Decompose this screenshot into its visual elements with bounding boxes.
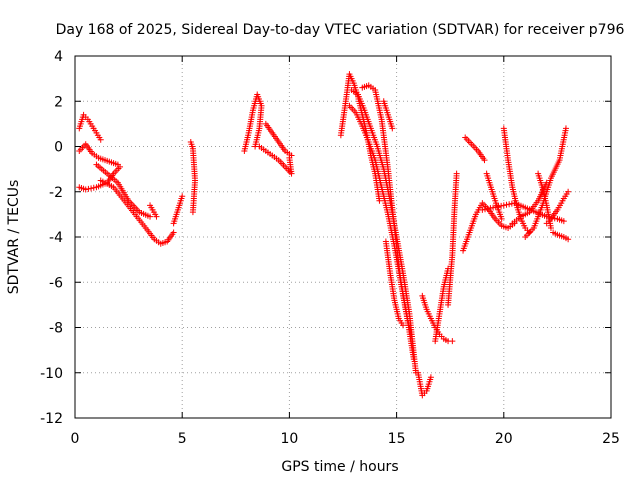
data-point <box>498 202 505 209</box>
y-tick-label: -4 <box>49 230 63 246</box>
data-point <box>189 209 196 216</box>
data-point <box>288 152 295 159</box>
series-arc-21 <box>445 170 460 308</box>
data-point <box>117 163 124 170</box>
series-arc-28 <box>522 125 569 240</box>
x-tick-label: 0 <box>71 431 80 447</box>
x-tick-label: 5 <box>178 431 187 447</box>
series-arc-8 <box>187 138 199 216</box>
data-point <box>492 204 499 211</box>
y-tick-label: 4 <box>54 49 63 65</box>
data-point <box>562 125 569 132</box>
x-tick-label: 10 <box>280 431 298 447</box>
chart-title: Day 168 of 2025, Sidereal Day-to-day VTE… <box>56 22 625 38</box>
series-arc-26 <box>479 200 567 225</box>
series-arc-10 <box>256 143 295 177</box>
data-point <box>565 188 572 195</box>
data-point <box>400 322 407 329</box>
series-arc-18 <box>415 369 434 399</box>
data-point <box>526 229 533 236</box>
data-point <box>498 215 505 222</box>
series-arc-2 <box>76 141 121 168</box>
y-tick-label: -6 <box>49 275 63 291</box>
data-point <box>565 236 572 243</box>
series-arc-24 <box>483 170 505 222</box>
series-arc-5 <box>97 177 177 247</box>
y-tick-label: -12 <box>40 411 63 427</box>
series-arc-25 <box>500 125 533 236</box>
series-arc-27 <box>509 179 550 227</box>
data-point <box>495 203 502 210</box>
series-arc-4 <box>93 161 154 220</box>
series-arc-23 <box>462 134 488 164</box>
x-tick-label: 15 <box>388 431 406 447</box>
data-point <box>490 204 497 211</box>
x-axis-label: GPS time / hours <box>281 459 398 475</box>
data-point <box>506 201 513 208</box>
data-point <box>453 170 460 177</box>
data-point <box>170 229 177 236</box>
x-tick-labels: 0 5 10 15 20 25 <box>71 431 620 447</box>
series-arc-30 <box>543 188 572 227</box>
data-point <box>449 338 456 345</box>
data-point <box>560 218 567 225</box>
data-point <box>153 213 160 220</box>
series-arc-6 <box>147 202 160 220</box>
x-tick-label: 20 <box>495 431 513 447</box>
data-point <box>427 374 434 381</box>
data-point <box>408 333 415 340</box>
data-point <box>376 197 383 204</box>
series-arc-19 <box>419 292 456 345</box>
data-point <box>147 213 154 220</box>
series-arc-31 <box>550 229 572 243</box>
y-tick-label: 0 <box>54 140 63 156</box>
data-point <box>479 206 486 213</box>
axis-ticks <box>74 55 612 419</box>
series-arc-16 <box>380 98 396 132</box>
data-point <box>487 205 494 212</box>
y-tick-labels: -12 -10 -8 -6 -4 -2 0 2 4 <box>40 49 63 427</box>
data-point <box>85 185 92 192</box>
series-arc-9 <box>241 91 265 155</box>
series-arc-20 <box>432 265 452 345</box>
y-axis-label: SDTVAR / TECUs <box>6 180 22 295</box>
series-arc-11 <box>262 120 295 159</box>
data-point <box>482 206 489 213</box>
y-tick-label: -10 <box>40 366 63 382</box>
data-point <box>481 157 488 164</box>
data-point <box>389 125 396 132</box>
series-arc-17 <box>382 238 407 329</box>
series-arc-1 <box>76 111 104 143</box>
data-point <box>547 224 554 231</box>
series-arc-7 <box>170 193 186 227</box>
data-point <box>88 185 95 192</box>
data-point <box>500 202 507 209</box>
y-tick-label: -2 <box>49 185 63 201</box>
data-point <box>179 193 186 200</box>
y-tick-label: 2 <box>54 94 63 110</box>
data-point <box>90 184 97 191</box>
x-tick-label: 25 <box>602 431 620 447</box>
data-points <box>76 71 572 399</box>
data-point <box>82 186 89 193</box>
data-point <box>484 205 491 212</box>
series-arc-15 <box>359 82 415 340</box>
data-point <box>503 201 510 208</box>
y-tick-label: -8 <box>49 321 63 337</box>
data-point <box>97 136 104 143</box>
